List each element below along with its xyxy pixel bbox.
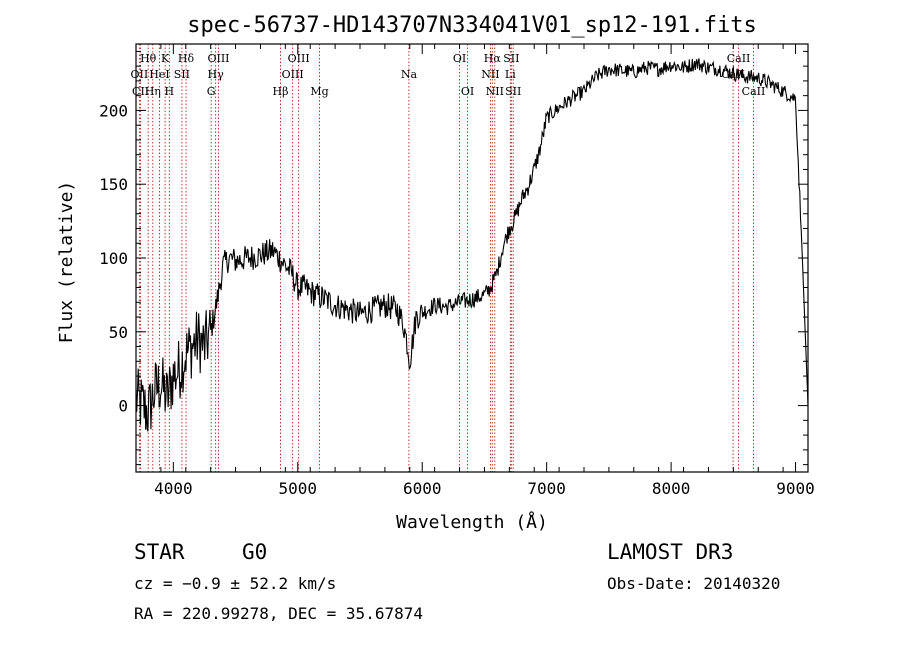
- line-label: OIII: [207, 52, 229, 65]
- line-label: K: [161, 52, 170, 65]
- line-label: Na: [401, 68, 418, 81]
- x-tick-label: 9000: [776, 479, 815, 498]
- line-label: Hα: [484, 52, 502, 65]
- line-label: Hδ: [178, 52, 195, 65]
- coordinates: RA = 220.99278, DEC = 35.67874: [134, 604, 423, 623]
- chart-title: spec-56737-HD143707N334041V01_sp12-191.f…: [187, 13, 757, 38]
- x-tick-label: 6000: [403, 479, 442, 498]
- line-label: Hγ: [208, 68, 225, 81]
- object-subclass: G0: [242, 540, 268, 564]
- line-label: SII: [505, 85, 521, 98]
- line-label: SII: [503, 52, 519, 65]
- redshift-velocity: cz = −0.9 ± 52.2 km/s: [134, 574, 337, 593]
- line-label: NII: [481, 68, 499, 81]
- line-label: Hθ: [140, 52, 157, 65]
- flux-series-line: [135, 58, 809, 432]
- line-label: Hβ: [273, 85, 289, 98]
- spectral-line-markers: [138, 44, 754, 472]
- line-label: SII: [174, 68, 190, 81]
- object-class: STAR: [134, 540, 185, 564]
- y-tick-label: 200: [99, 101, 128, 120]
- x-tick-label: 8000: [652, 479, 691, 498]
- line-label: OIII: [282, 68, 304, 81]
- x-axis-label: Wavelength (Å): [396, 511, 548, 533]
- y-tick-label: 150: [99, 175, 128, 194]
- line-label: OI: [453, 52, 466, 65]
- plot-frame: [135, 43, 809, 473]
- x-tick-label: 5000: [279, 479, 318, 498]
- x-tick-label: 4000: [154, 479, 193, 498]
- line-label: CaII: [727, 52, 751, 65]
- line-label: Hη: [145, 85, 161, 98]
- line-label: Li: [505, 68, 516, 81]
- axes: 4000 5000 6000 7000 8000 9000 0 50 100 150 200: [99, 44, 815, 498]
- line-label: NII: [486, 85, 504, 98]
- observation-date: Obs-Date: 20140320: [607, 574, 781, 593]
- line-label: H: [165, 85, 175, 98]
- line-label: CaII: [742, 85, 766, 98]
- line-label: G: [207, 85, 216, 98]
- line-label: HeI: [149, 68, 169, 81]
- line-label: Mg: [310, 85, 328, 98]
- y-tick-label: 0: [118, 397, 128, 416]
- survey-name: LAMOST DR3: [607, 540, 734, 564]
- x-tick-label: 7000: [527, 479, 566, 498]
- y-tick-label: 50: [109, 323, 128, 342]
- line-label: OII: [131, 68, 149, 81]
- line-label: OIII: [288, 52, 310, 65]
- line-label: OI: [461, 85, 474, 98]
- y-axis-label: Flux (relative): [56, 181, 77, 344]
- y-tick-label: 100: [99, 249, 128, 268]
